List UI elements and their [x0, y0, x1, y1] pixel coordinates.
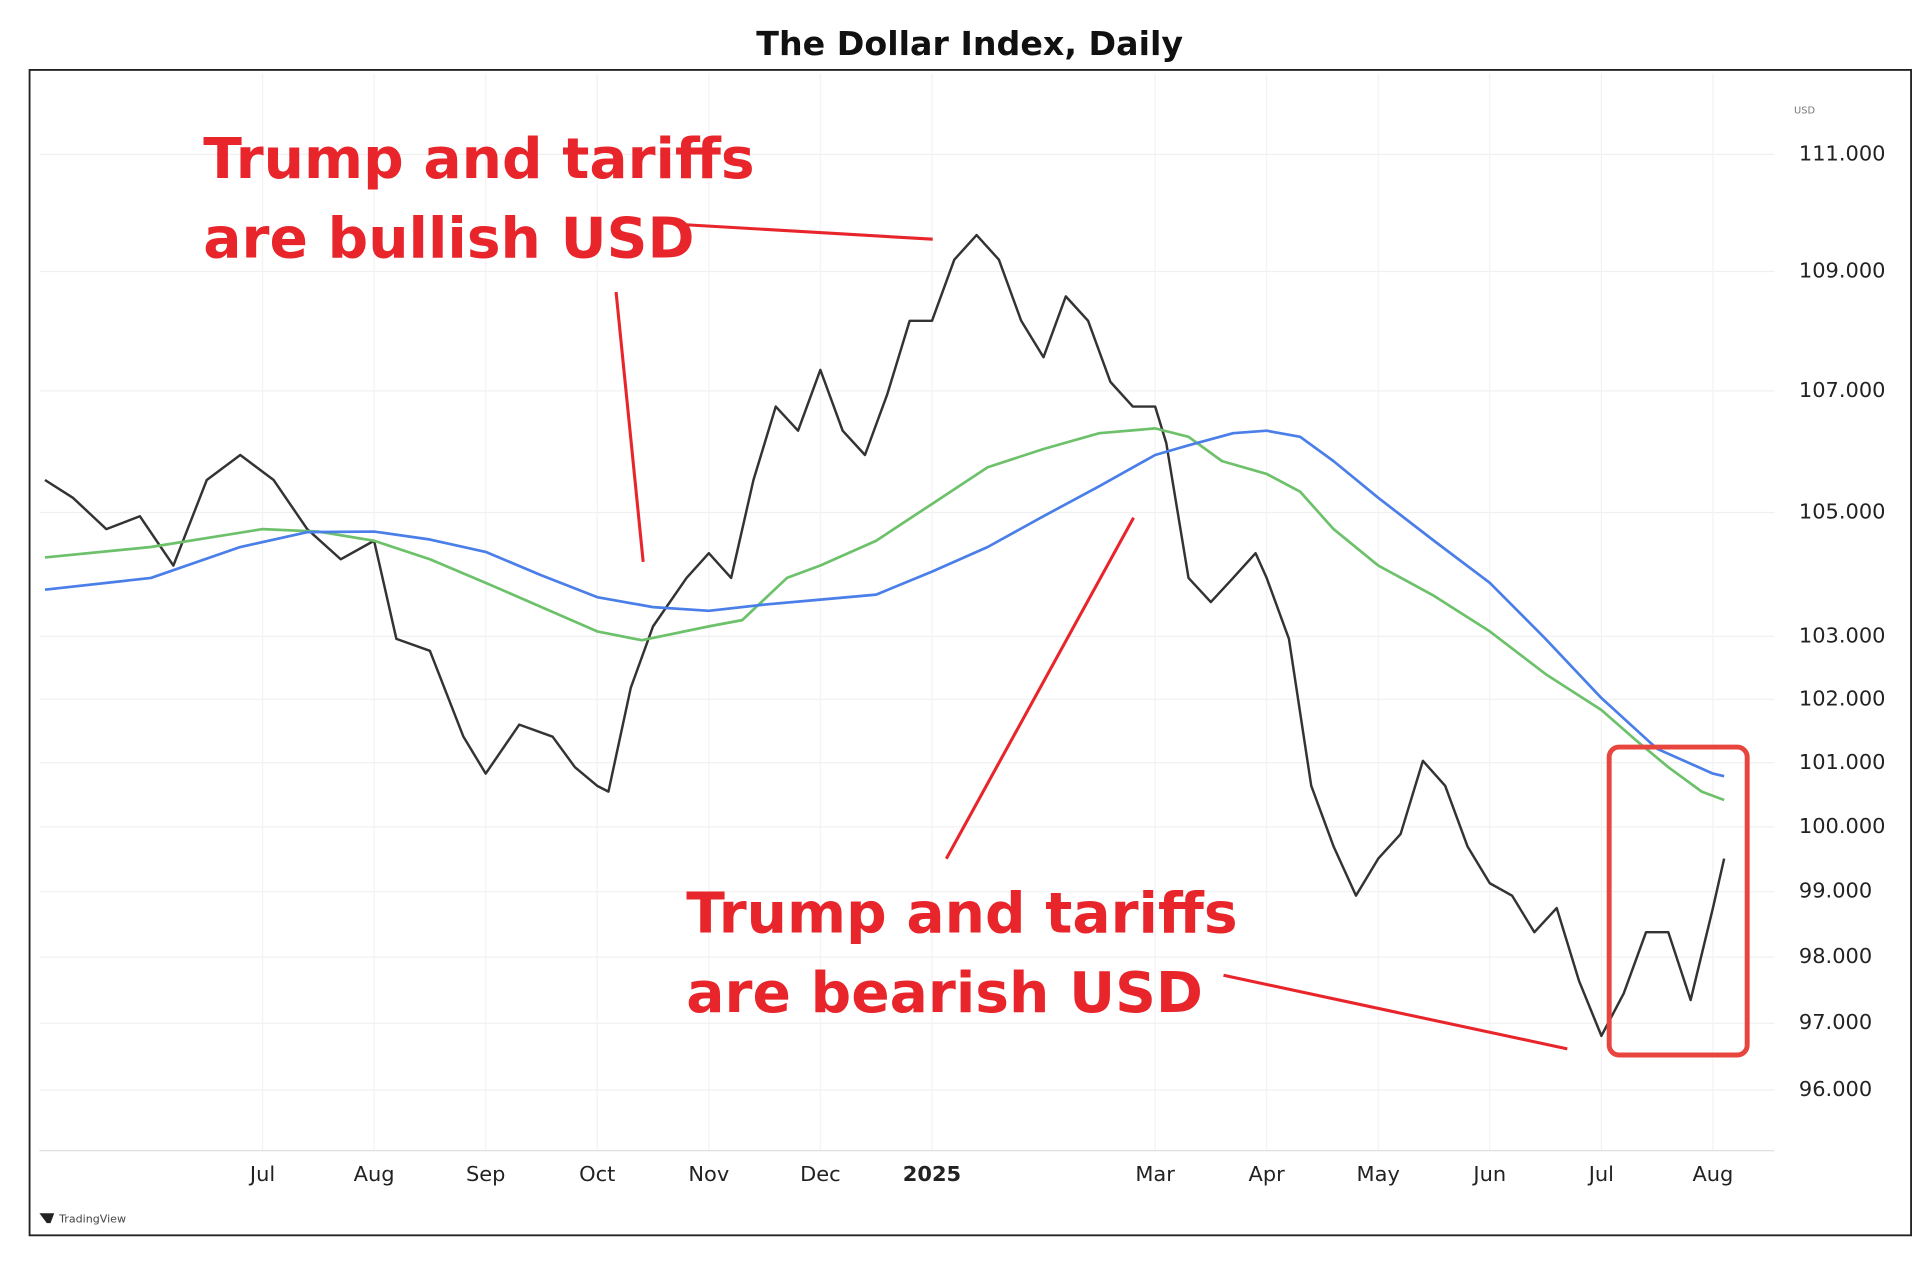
annotation-arrow	[681, 222, 933, 241]
x-tick-label: Jul	[1587, 1162, 1614, 1186]
watermark: TradingView	[58, 1212, 126, 1225]
chart-frame	[28, 69, 1912, 1237]
annotation-layer: Trump and tariffs are bullish USD Trump …	[203, 127, 1750, 1058]
x-tick-label: Apr	[1249, 1162, 1286, 1186]
x-tick-label: Nov	[688, 1162, 729, 1186]
y-tick-label: 99.000	[1799, 879, 1872, 903]
series-line	[44, 233, 1726, 1038]
annotation-text: are bearish USD	[686, 961, 1203, 1026]
y-tick-label: 105.000	[1799, 500, 1886, 524]
annotation-text: Trump and tariffs	[686, 881, 1237, 946]
watermark-logo	[39, 1213, 55, 1224]
y-tick-label: 96.000	[1799, 1077, 1872, 1101]
x-tick-label: Oct	[579, 1162, 615, 1186]
x-tick-label: Aug	[354, 1162, 395, 1186]
y-tick-label: 109.000	[1799, 259, 1886, 283]
axis-unit: USD	[1794, 105, 1815, 116]
x-tick-label: Dec	[800, 1162, 841, 1186]
x-tick-label: Aug	[1692, 1162, 1733, 1186]
x-tick-label: Sep	[466, 1162, 505, 1186]
annotation-text: Trump and tariffs	[203, 127, 754, 192]
annotation-arrow	[1223, 973, 1568, 1051]
y-tick-label: 97.000	[1799, 1010, 1872, 1034]
y-tick-label: 107.000	[1799, 378, 1886, 402]
series-line	[44, 429, 1725, 778]
x-tick-label: Jul	[248, 1162, 275, 1186]
annotation-text: are bullish USD	[203, 207, 694, 272]
x-tick-label: Jun	[1471, 1162, 1506, 1186]
highlight-box	[1606, 744, 1750, 1058]
y-tick-label: 111.000	[1799, 141, 1886, 165]
x-tick-label: 2025	[903, 1162, 961, 1186]
y-tick-label: 98.000	[1799, 944, 1872, 968]
series-line	[44, 427, 1725, 802]
annotation-arrow	[614, 291, 645, 563]
annotation-arrow	[944, 516, 1135, 860]
y-tick-label: 102.000	[1799, 686, 1886, 710]
y-tick-label: 101.000	[1799, 750, 1886, 774]
y-tick-label: 100.000	[1799, 814, 1886, 838]
x-tick-label: May	[1357, 1162, 1400, 1186]
chart-title: The Dollar Index, Daily	[756, 24, 1183, 63]
x-tick-label: Mar	[1135, 1162, 1175, 1186]
y-tick-label: 103.000	[1799, 623, 1886, 647]
